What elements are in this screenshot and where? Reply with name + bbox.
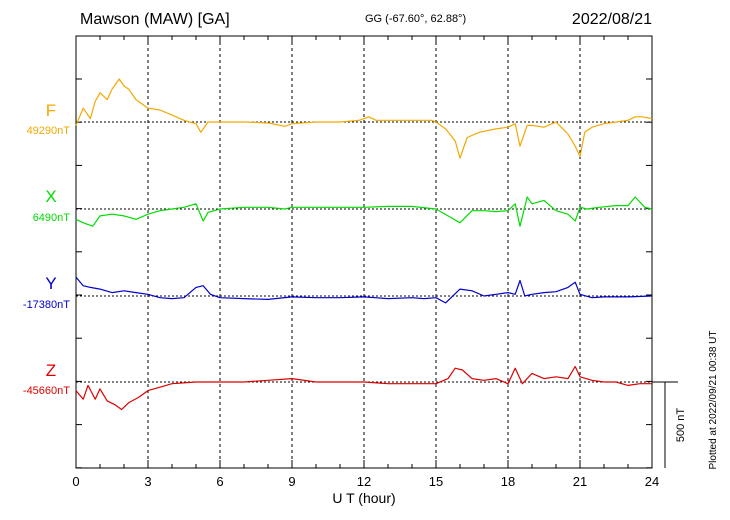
series-name-x: X	[45, 187, 56, 206]
trace-f	[75, 78, 653, 159]
x-tick-label: 18	[501, 474, 515, 489]
series-baseline-z: -45660nT	[23, 385, 70, 397]
series-name-f: F	[46, 101, 56, 120]
series-baseline-f: 49290nT	[27, 125, 71, 137]
series-baseline-x: 6490nT	[33, 212, 71, 224]
trace-z	[75, 365, 652, 411]
time-gridlines	[147, 36, 581, 468]
trace-x	[75, 196, 653, 227]
scale-bar: 500 nT	[652, 381, 687, 468]
scale-bar-label: 500 nT	[675, 408, 687, 443]
series-name-y: Y	[45, 274, 56, 293]
x-tick-label: 6	[216, 474, 223, 489]
component-traces	[75, 78, 653, 411]
date-label: 2022/08/21	[572, 11, 652, 28]
x-tick-label: 24	[645, 474, 659, 489]
x-tick-label: 15	[429, 474, 443, 489]
series-baseline-y: -17380nT	[23, 299, 70, 311]
x-tick-label: 0	[72, 474, 79, 489]
x-tick-label: 12	[357, 474, 371, 489]
x-tick-label: 21	[573, 474, 587, 489]
plotted-at-label: Plotted at 2022/09/21 00:38 UT	[708, 331, 719, 470]
coordinates-label: GG (-67.60°, 62.88°)	[365, 13, 466, 25]
station-title: Mawson (MAW) [GA]	[80, 11, 230, 28]
component-labels: F 49290nT X 6490nT Y -17380nT Z -45660nT	[23, 101, 70, 397]
x-tick-label: 9	[288, 474, 295, 489]
axis-ticks	[75, 36, 653, 469]
trace-y	[75, 276, 653, 304]
x-tick-label: 3	[144, 474, 151, 489]
x-axis-title: U T (hour)	[332, 490, 395, 506]
series-name-z: Z	[46, 361, 56, 380]
x-tick-labels: 0 3 6 9 12 15 18 21 24	[72, 474, 659, 489]
